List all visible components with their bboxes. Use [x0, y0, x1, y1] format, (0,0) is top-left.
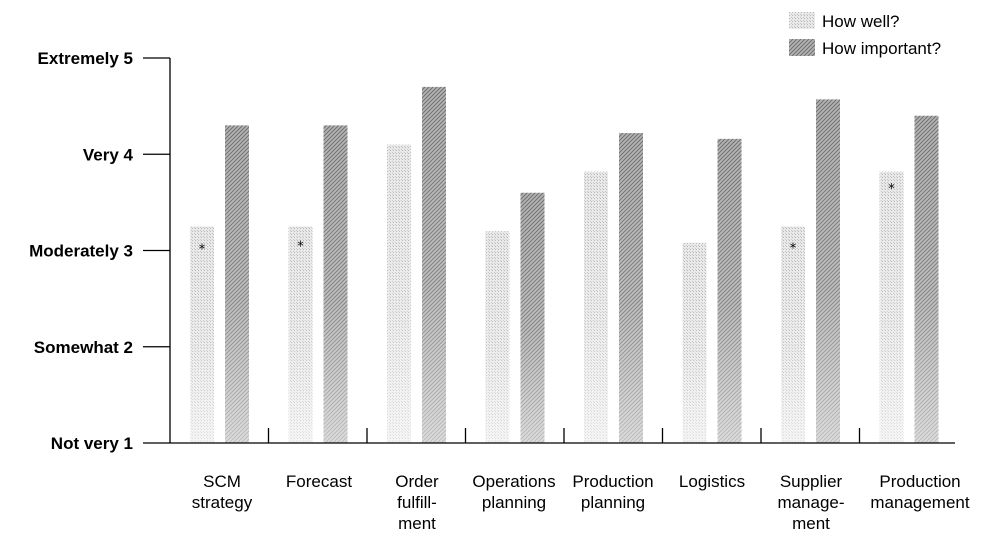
bars — [190, 86, 939, 443]
bar-shade — [914, 115, 939, 443]
category-label-7: Production management — [870, 472, 970, 512]
category-label-line: Production — [879, 472, 960, 491]
annotations: * * * * — [199, 182, 896, 258]
bar-how-important-1 — [323, 125, 348, 443]
category-label-line: strategy — [192, 493, 253, 512]
bar-how-well-3 — [485, 231, 510, 443]
bar-shade — [190, 226, 214, 443]
bar-shade — [323, 125, 348, 443]
category-label-5: Logistics — [679, 472, 745, 491]
bar-shade — [682, 242, 707, 443]
bar-shade — [485, 231, 510, 443]
category-label-line: Supplier — [780, 472, 843, 491]
y-axis: Extremely 5 Very 4 Moderately 3 Somewhat 2 N… — [29, 49, 171, 453]
category-label-6: Supplier manage-ment — [777, 472, 844, 533]
y-tick-label-2: Somewhat 2 — [34, 338, 133, 357]
significance-asterisk-0: * — [199, 243, 206, 258]
bar-shade — [288, 226, 313, 443]
bar-shade — [387, 144, 411, 443]
category-label-1: Forecast — [286, 472, 352, 491]
bar-how-important-0 — [225, 125, 249, 443]
significance-asterisk-1: * — [297, 240, 304, 255]
bar-shade — [879, 171, 904, 443]
y-tick-label-3: Moderately 3 — [29, 242, 133, 261]
y-tick-label-4: Very 4 — [83, 145, 134, 164]
y-tick-label-5: Extremely 5 — [38, 49, 133, 68]
bar-how-well-6 — [781, 226, 805, 443]
y-tick-label-1: Not very 1 — [51, 434, 133, 453]
legend-label: How well? — [822, 12, 899, 31]
bar-how-important-3 — [520, 192, 545, 443]
bar-how-important-2 — [422, 86, 446, 443]
bar-how-important-4 — [619, 133, 643, 443]
category-label-line: ment — [398, 514, 436, 533]
bar-how-well-5 — [682, 242, 707, 443]
category-label-2: Order fulfill-ment — [395, 472, 439, 533]
category-label-line: ment — [792, 514, 830, 533]
category-label-3: Operations planning — [472, 472, 555, 512]
category-label-line: Logistics — [679, 472, 745, 491]
bar-how-well-2 — [387, 144, 411, 443]
bar-shade — [584, 171, 608, 443]
category-label-line: Order — [395, 472, 439, 491]
category-label-0: SCM strategy — [192, 472, 253, 512]
bar-how-well-4 — [584, 171, 608, 443]
significance-asterisk-7: * — [888, 182, 895, 197]
bar-shade — [422, 86, 446, 443]
bar-how-well-7 — [879, 171, 904, 443]
category-label-line: Forecast — [286, 472, 352, 491]
legend-swatch — [789, 12, 815, 29]
bar-shade — [816, 99, 840, 443]
bar-how-well-1 — [288, 226, 313, 443]
legend-label: How important? — [822, 39, 941, 58]
bar-shade — [717, 138, 742, 443]
category-label-line: planning — [581, 493, 645, 512]
bar-shade — [225, 125, 249, 443]
legend-item-how-important: How important? — [789, 39, 941, 58]
bar-shade — [520, 192, 545, 443]
significance-asterisk-6: * — [790, 242, 797, 257]
bar-how-well-0 — [190, 226, 214, 443]
category-label-line: Operations — [472, 472, 555, 491]
category-label-line: fulfill- — [397, 493, 437, 512]
legend-swatch — [789, 39, 815, 56]
legend: How well? How important? — [789, 12, 941, 58]
category-label-line: Production — [572, 472, 653, 491]
category-label-line: planning — [482, 493, 546, 512]
x-axis: SCM strategy Forecast Order fulfill-ment Oper… — [170, 428, 970, 533]
legend-item-how-well: How well? — [789, 12, 899, 31]
category-label-line: management — [870, 493, 970, 512]
bar-shade — [781, 226, 805, 443]
category-label-line: SCM — [203, 472, 241, 491]
category-label-line: manage- — [777, 493, 844, 512]
bar-how-important-5 — [717, 138, 742, 443]
bar-shade — [619, 133, 643, 443]
bar-how-important-6 — [816, 99, 840, 443]
category-label-4: Production planning — [572, 472, 653, 512]
bar-how-important-7 — [914, 115, 939, 443]
